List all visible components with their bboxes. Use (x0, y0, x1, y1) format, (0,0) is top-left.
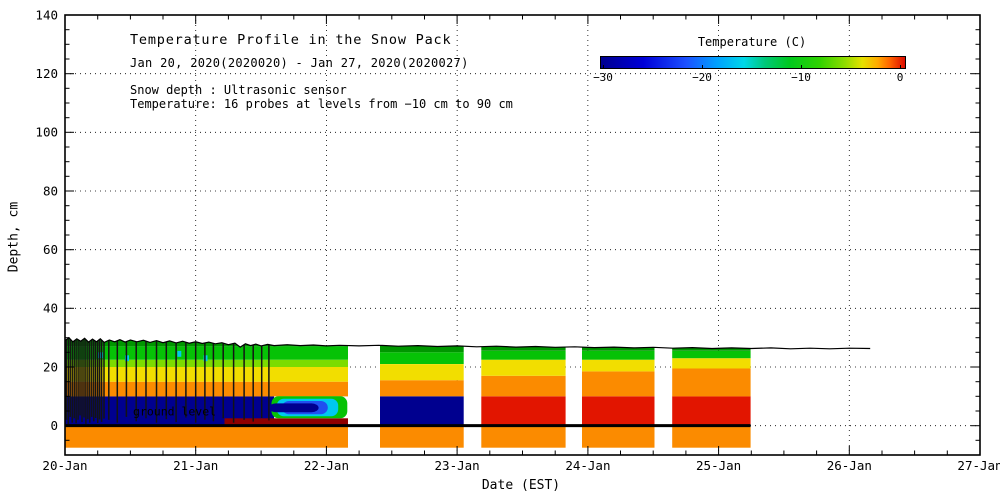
svg-text:40: 40 (43, 301, 58, 316)
svg-text:140: 140 (35, 7, 58, 22)
svg-text:23-Jan: 23-Jan (435, 458, 480, 473)
axis-tick-labels: 20-Jan 21-Jan 22-Jan 23-Jan 24-Jan 25-Jan 26-J… (35, 7, 1000, 473)
y-axis-label: Depth, cm (6, 201, 22, 273)
colorbar (600, 56, 906, 69)
svg-text:100: 100 (35, 125, 58, 140)
colorbar-tick-label: −30 (593, 71, 613, 84)
svg-text:80: 80 (43, 183, 58, 198)
snow-depth-note: Snow depth : Ultrasonic sensor (130, 83, 347, 97)
svg-text:21-Jan: 21-Jan (173, 458, 218, 473)
svg-text:22-Jan: 22-Jan (304, 458, 349, 473)
temperature-probes-note: Temperature: 16 probes at levels from −1… (130, 97, 513, 111)
ground-level-label: ground level (133, 405, 216, 419)
heatmap-bands (65, 337, 751, 448)
x-axis-label: Date (EST) (481, 478, 561, 493)
axis-ticks (64, 14, 981, 456)
colorbar-tick-label: 0 (896, 71, 904, 84)
svg-text:24-Jan: 24-Jan (565, 458, 610, 473)
svg-text:60: 60 (43, 242, 58, 257)
colorbar-tick-mark (603, 65, 604, 69)
colorbar-tick-mark (801, 65, 802, 69)
svg-text:26-Jan: 26-Jan (827, 458, 872, 473)
noise-spikes (65, 337, 270, 425)
svg-text:20: 20 (43, 359, 58, 374)
svg-text:0: 0 (50, 418, 58, 433)
colorbar-title: Temperature (C) (697, 35, 807, 49)
chart-subtitle: Jan 20, 2020(2020020) - Jan 27, 2020(202… (130, 56, 469, 70)
svg-text:120: 120 (35, 66, 58, 81)
svg-text:25-Jan: 25-Jan (696, 458, 741, 473)
colorbar-tick-label: −20 (692, 71, 712, 84)
chart-title: Temperature Profile in the Snow Pack (130, 32, 452, 48)
colorbar-tick-label: −10 (791, 71, 811, 84)
grid (65, 14, 980, 455)
svg-text:20-Jan: 20-Jan (42, 458, 87, 473)
colorbar-tick-mark (900, 65, 902, 69)
colorbar-tick-mark (702, 65, 703, 69)
svg-text:27-Jan: 27-Jan (957, 458, 1000, 473)
snow-depth-line (64, 336, 871, 350)
